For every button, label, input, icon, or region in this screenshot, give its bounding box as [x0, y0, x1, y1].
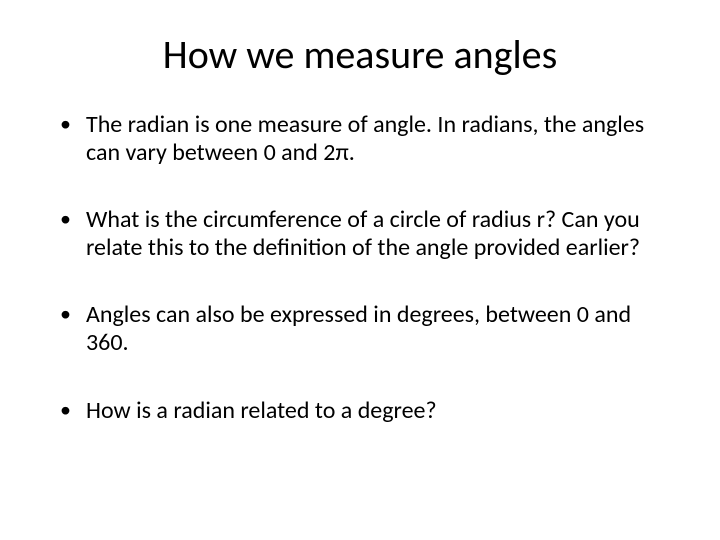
list-item: How is a radian related to a degree? [60, 397, 672, 425]
list-item: The radian is one measure of angle. In r… [60, 111, 672, 166]
slide-title: How we measure angles [48, 30, 672, 79]
slide: How we measure angles The radian is one … [0, 0, 720, 540]
bullet-list: The radian is one measure of angle. In r… [60, 111, 672, 424]
list-item: What is the circumference of a circle of… [60, 206, 672, 261]
list-item: Angles can also be expressed in degrees,… [60, 301, 672, 356]
